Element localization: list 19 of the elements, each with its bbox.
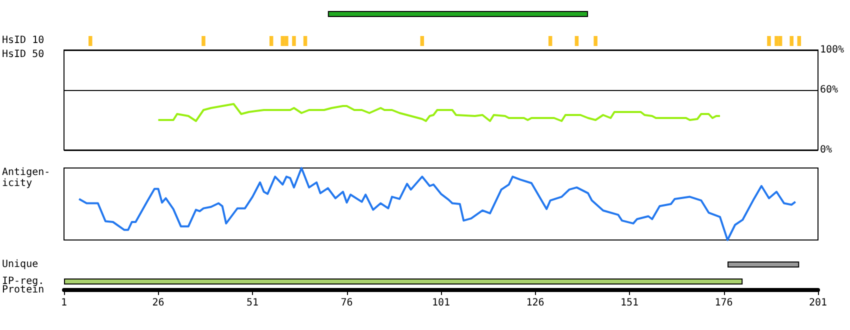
y-tick-label: Unique (2, 259, 38, 270)
x-tick-label: 76 (340, 298, 353, 308)
y-axis-title: HsID 50 (2, 49, 44, 60)
x-tick-label: 151 (620, 298, 639, 308)
x-tick-label: 201 (808, 298, 828, 308)
y-tick-label: 100% (820, 44, 844, 56)
x-tick-label: 101 (432, 298, 450, 308)
y-tick-label: IP-reg. (2, 276, 44, 287)
x-tick-label: 51 (246, 298, 259, 308)
x-tick-label: 126 (526, 298, 544, 308)
x-tick-label: 26 (152, 298, 164, 308)
x-tick-label: 1 (60, 298, 68, 308)
x-axis-title: Protein (2, 284, 44, 296)
line-series (157, 103, 721, 122)
y-axis-title: Antigen- icity (2, 167, 50, 189)
y-axis-title: HsID 10 (2, 35, 44, 46)
y-tick-label: 0% (820, 144, 832, 156)
x-tick-label: 176 (714, 298, 733, 308)
y-tick-label: 60% (820, 84, 838, 96)
